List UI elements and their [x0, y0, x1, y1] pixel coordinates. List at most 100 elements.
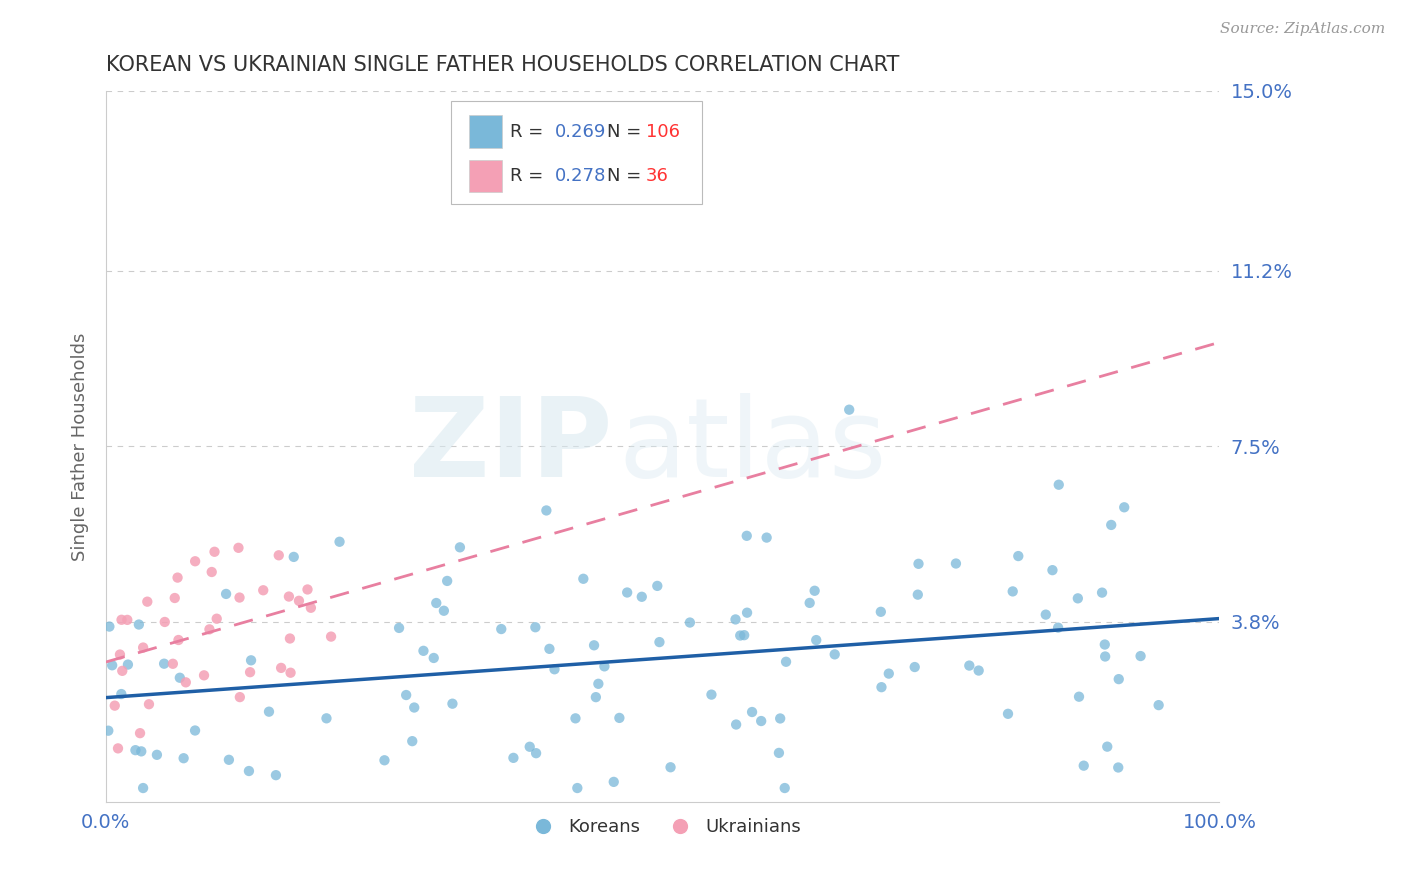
- Point: [735, 606, 758, 620]
- Point: [441, 697, 464, 711]
- Point: [174, 675, 197, 690]
- Point: [111, 664, 134, 678]
- Point: [648, 635, 671, 649]
- Point: [773, 780, 796, 795]
- Point: [110, 613, 132, 627]
- Point: [1099, 517, 1122, 532]
- Point: [741, 705, 763, 719]
- Text: N =: N =: [607, 167, 647, 185]
- Point: [1129, 648, 1152, 663]
- Point: [725, 717, 748, 731]
- Point: [735, 529, 758, 543]
- Y-axis label: Single Father Households: Single Father Households: [72, 332, 89, 560]
- Point: [733, 628, 755, 642]
- Point: [609, 711, 631, 725]
- Point: [593, 659, 616, 673]
- Point: [132, 640, 155, 655]
- Point: [749, 714, 772, 728]
- Point: [270, 661, 292, 675]
- Text: 106: 106: [645, 123, 681, 141]
- Point: [769, 711, 792, 725]
- Point: [491, 622, 513, 636]
- Text: Source: ZipAtlas.com: Source: ZipAtlas.com: [1219, 22, 1385, 37]
- Point: [117, 613, 139, 627]
- Point: [700, 688, 723, 702]
- Point: [198, 623, 221, 637]
- Point: [153, 657, 176, 671]
- Point: [184, 723, 207, 738]
- Point: [108, 648, 131, 662]
- Point: [449, 541, 471, 555]
- Point: [129, 744, 152, 758]
- Point: [803, 583, 825, 598]
- Point: [904, 660, 927, 674]
- Point: [240, 653, 263, 667]
- Point: [967, 664, 990, 678]
- Point: [252, 583, 274, 598]
- Point: [755, 531, 778, 545]
- Point: [297, 582, 319, 597]
- Point: [412, 644, 434, 658]
- Point: [117, 657, 139, 672]
- Point: [425, 596, 447, 610]
- Point: [239, 665, 262, 680]
- Text: R =: R =: [510, 123, 550, 141]
- Point: [288, 594, 311, 608]
- Point: [173, 751, 195, 765]
- Point: [1042, 563, 1064, 577]
- Point: [128, 617, 150, 632]
- Point: [267, 549, 290, 563]
- Point: [257, 705, 280, 719]
- Point: [104, 698, 127, 713]
- Point: [1114, 500, 1136, 515]
- Point: [724, 612, 747, 626]
- Point: [184, 554, 207, 568]
- Text: R =: R =: [510, 167, 550, 185]
- Point: [679, 615, 702, 630]
- Point: [162, 657, 184, 671]
- Point: [146, 747, 169, 762]
- Point: [101, 658, 124, 673]
- Text: ZIP: ZIP: [409, 393, 613, 500]
- Point: [1073, 758, 1095, 772]
- Point: [205, 612, 228, 626]
- Point: [167, 632, 190, 647]
- Point: [907, 588, 929, 602]
- Point: [838, 402, 860, 417]
- Point: [524, 620, 547, 634]
- Point: [870, 680, 893, 694]
- Point: [153, 615, 176, 629]
- Point: [543, 662, 565, 676]
- Point: [728, 628, 751, 642]
- Point: [277, 590, 299, 604]
- Point: [97, 723, 120, 738]
- Point: [328, 534, 350, 549]
- Text: atlas: atlas: [619, 393, 887, 500]
- Point: [945, 557, 967, 571]
- Point: [110, 687, 132, 701]
- Point: [1067, 591, 1090, 606]
- Point: [404, 700, 426, 714]
- Point: [997, 706, 1019, 721]
- Point: [280, 665, 302, 680]
- Point: [166, 571, 188, 585]
- Text: 0.269: 0.269: [555, 123, 606, 141]
- Point: [583, 638, 606, 652]
- Point: [603, 775, 626, 789]
- Point: [502, 751, 524, 765]
- Point: [107, 741, 129, 756]
- Point: [877, 666, 900, 681]
- Point: [228, 541, 250, 555]
- Point: [132, 780, 155, 795]
- Point: [538, 641, 561, 656]
- Point: [630, 590, 652, 604]
- Point: [283, 549, 305, 564]
- Point: [1047, 621, 1070, 635]
- Point: [228, 591, 250, 605]
- Point: [1001, 584, 1024, 599]
- Point: [229, 690, 252, 705]
- Point: [373, 753, 395, 767]
- Text: N =: N =: [607, 123, 647, 141]
- Point: [193, 668, 215, 682]
- Point: [616, 585, 638, 599]
